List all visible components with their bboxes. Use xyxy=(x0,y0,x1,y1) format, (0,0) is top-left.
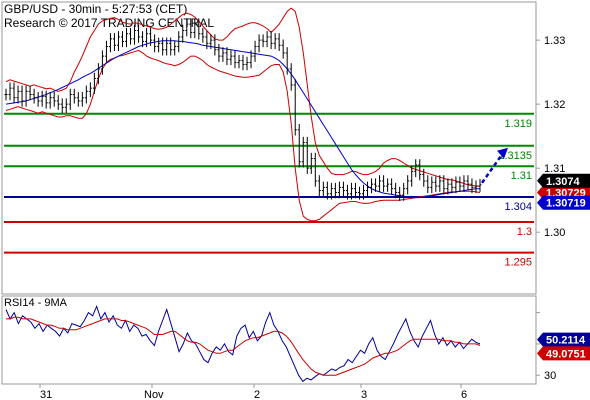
rsi-ma-value-tag: 49.0751 xyxy=(546,348,586,360)
x-tick-label: 31 xyxy=(40,389,52,400)
level-label: 1.3 xyxy=(517,226,532,238)
rsi-panel-frame xyxy=(1,295,537,385)
level-label: 1.304 xyxy=(504,201,532,213)
price-y-tick-label: 1.32 xyxy=(544,99,565,111)
level-lines: 1.319 1.3135 1.31 1.304 1.3 1.295 xyxy=(4,112,534,269)
bollinger-upper-line xyxy=(5,7,480,187)
last-price-tag-box xyxy=(537,173,590,188)
rsi-y-axis: 30 xyxy=(536,312,556,382)
price-panel-frame xyxy=(1,1,537,295)
moving-average-line xyxy=(5,40,480,199)
last-price-tag: 1.3074 xyxy=(546,176,581,188)
rsi-ma-value-tag-box xyxy=(537,346,590,361)
rsi-y-tick-label: 30 xyxy=(544,370,556,382)
price-y-tick-label: 1.33 xyxy=(544,35,565,47)
moving-average xyxy=(5,40,480,199)
bollinger-bands xyxy=(5,7,481,222)
bollinger-lower-line xyxy=(5,49,481,222)
rsi-value-tag: 50.2114 xyxy=(546,335,586,347)
rsi-title: RSI14 - 9MA xyxy=(4,297,68,309)
x-tick-label: 3 xyxy=(361,389,367,400)
level-label: 1.3135 xyxy=(498,150,532,162)
price-y-axis: 1.30 1.31 1.32 1.33 xyxy=(536,35,565,239)
forecast-arrowhead xyxy=(497,147,508,159)
rsi-line xyxy=(5,304,481,383)
x-tick-label: Nov xyxy=(144,389,164,400)
ma-tag-box xyxy=(537,195,590,210)
level-label: 1.31 xyxy=(511,170,532,182)
x-tick-label: 2 xyxy=(254,389,260,400)
price-y-tick-label: 1.30 xyxy=(544,227,565,239)
level-label: 1.295 xyxy=(504,257,532,269)
x-tick-label: 6 xyxy=(461,389,467,400)
chart-title: GBP/USD - 30min - 5:27:53 (CET) xyxy=(4,2,187,16)
chart-subtitle: Research © 2017 TRADING CENTRAL xyxy=(4,16,214,30)
forecast-arrow-shaft xyxy=(480,151,506,184)
price-y-tick-label: 1.31 xyxy=(544,163,565,175)
ma-tag: 1.30719 xyxy=(546,198,586,210)
price-candles xyxy=(4,18,482,201)
level-label: 1.319 xyxy=(504,118,532,130)
forecast-arrow xyxy=(480,147,508,184)
rsi-lines xyxy=(5,304,481,383)
rsi-value-tag-box xyxy=(537,332,590,347)
x-axis: 31 Nov 2 3 6 xyxy=(39,384,467,400)
rsi-ma-line xyxy=(6,316,481,376)
